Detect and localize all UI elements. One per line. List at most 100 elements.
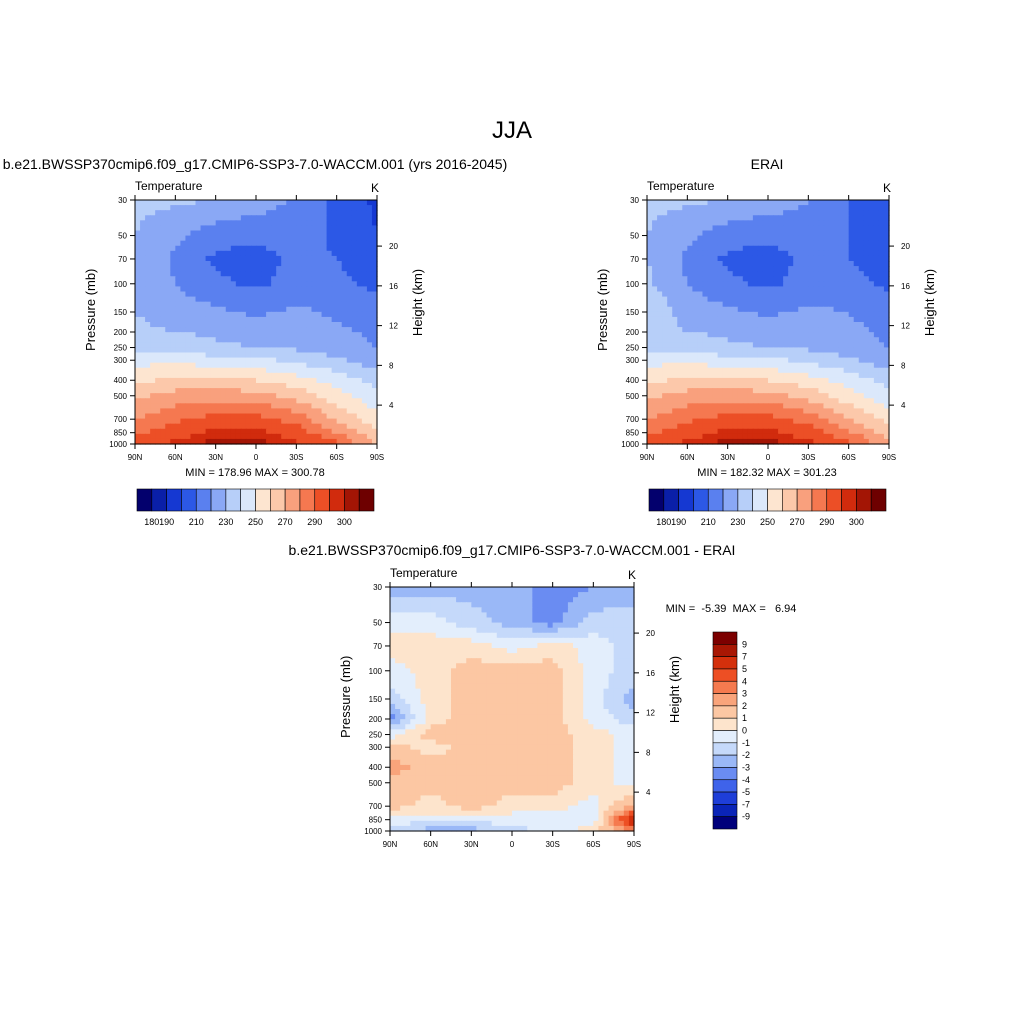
- contour-cell: [261, 398, 267, 404]
- contour-cell: [486, 597, 493, 603]
- contour-cell: [788, 225, 794, 232]
- contour-cell: [205, 337, 212, 343]
- contour-cell: [672, 423, 678, 430]
- contour-cell: [732, 311, 739, 318]
- contour-cell: [778, 327, 784, 333]
- contour-cell: [346, 240, 353, 247]
- contour-cell: [757, 388, 764, 394]
- contour-cell: [170, 220, 176, 227]
- contour-cell: [195, 342, 202, 349]
- contour-cell: [843, 332, 850, 338]
- contour-cell: [697, 438, 704, 445]
- contour-cell: [677, 367, 683, 374]
- contour-cell: [562, 592, 569, 598]
- contour-cell: [200, 261, 207, 267]
- contour-cell: [843, 383, 850, 389]
- contour-cell: [883, 423, 890, 430]
- contour-cell: [667, 200, 673, 206]
- pressure-tick-label: 400: [114, 376, 128, 385]
- contour-cell: [883, 337, 890, 343]
- contour-cell: [461, 597, 467, 603]
- contour-cell: [195, 235, 202, 242]
- contour-cell: [692, 255, 699, 262]
- contour-cell: [205, 362, 212, 369]
- contour-cell: [190, 352, 197, 359]
- contour-cell: [793, 250, 799, 257]
- contour-cell: [662, 393, 668, 399]
- contour-cell: [155, 428, 161, 435]
- contour-cell: [301, 347, 308, 354]
- contour-cell: [256, 428, 262, 435]
- contour-cell: [878, 215, 885, 221]
- contour-cell: [848, 306, 855, 313]
- contour-cell: [652, 337, 658, 343]
- contour-cell: [667, 428, 673, 435]
- contour-cell: [301, 306, 308, 313]
- contour-cell: [618, 597, 625, 603]
- contour-cell: [215, 215, 222, 221]
- contour-cell: [813, 322, 820, 328]
- contour-cell: [336, 210, 343, 216]
- unit-label: K: [883, 181, 891, 195]
- contour-cell: [145, 362, 151, 369]
- contour-cell: [316, 266, 323, 272]
- contour-cell: [331, 276, 338, 282]
- contour-cell: [853, 311, 860, 318]
- contour-cell: [185, 261, 192, 267]
- contour-cell: [833, 357, 840, 364]
- contour-cell: [250, 362, 257, 369]
- contour-cell: [276, 418, 282, 425]
- contour-cell: [722, 347, 729, 354]
- contour-cell: [578, 607, 584, 614]
- contour-cell: [245, 230, 252, 237]
- contour-cell: [140, 281, 146, 288]
- contour-cell: [346, 408, 353, 415]
- contour-cell: [737, 403, 744, 410]
- contour-cell: [170, 255, 176, 262]
- contour-cell: [843, 347, 850, 354]
- contour-cell: [311, 438, 318, 445]
- contour-cell: [858, 372, 865, 379]
- contour-cell: [662, 306, 668, 313]
- contour-cell: [682, 291, 688, 298]
- contour-cell: [351, 357, 358, 364]
- contour-cell: [371, 235, 378, 242]
- contour-cell: [848, 255, 855, 262]
- contour-cell: [788, 250, 794, 257]
- contour-cell: [341, 271, 348, 277]
- contour-cell: [165, 281, 171, 288]
- contour-cell: [722, 433, 729, 440]
- contour-cell: [271, 261, 277, 267]
- contour-cell: [717, 418, 724, 425]
- contour-cell: [667, 291, 673, 298]
- contour-cell: [647, 230, 653, 237]
- contour-cell: [692, 322, 699, 328]
- contour-cell: [717, 250, 724, 257]
- contour-cell: [747, 316, 754, 323]
- contour-cell: [195, 240, 202, 247]
- contour-cell: [366, 342, 373, 349]
- contour-cell: [230, 255, 237, 262]
- contour-cell: [301, 230, 308, 237]
- contour-cell: [712, 408, 719, 415]
- contour-cell: [662, 433, 668, 440]
- contour-cell: [250, 393, 257, 399]
- contour-cell: [818, 413, 825, 420]
- contour-cell: [316, 377, 323, 384]
- contour-cell: [240, 327, 247, 333]
- contour-cell: [230, 296, 237, 303]
- contour-cell: [145, 357, 151, 364]
- contour-cell: [788, 327, 794, 333]
- contour-cell: [737, 322, 744, 328]
- contour-cell: [677, 352, 683, 359]
- contour-cell: [722, 230, 729, 237]
- contour-cell: [843, 398, 850, 404]
- contour-cell: [316, 291, 323, 298]
- contour-cell: [768, 423, 774, 430]
- contour-cell: [175, 383, 181, 389]
- contour-cell: [853, 286, 860, 293]
- contour-cell: [341, 215, 348, 221]
- contour-cell: [321, 342, 328, 349]
- contour-cell: [793, 220, 799, 227]
- contour-cell: [195, 433, 202, 440]
